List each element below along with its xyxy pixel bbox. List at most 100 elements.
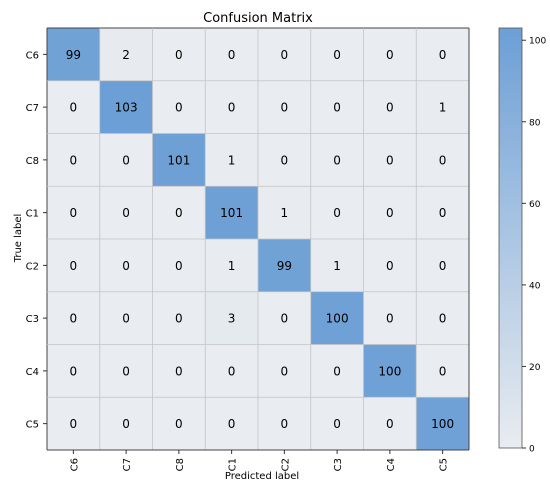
cell-value-label: 0	[333, 48, 341, 62]
cell-value-label: 0	[228, 101, 236, 115]
heatmap-cell	[152, 291, 206, 345]
heatmap-cell	[258, 291, 311, 345]
column-tick-label: C3	[333, 458, 344, 471]
cell-value-label: 0	[175, 259, 183, 273]
heatmap-cell	[47, 344, 100, 398]
cell-value-label: 0	[175, 417, 183, 431]
heatmap-cell	[363, 28, 417, 81]
heatmap-cell	[205, 80, 258, 134]
cell-value-label: 100	[431, 417, 454, 431]
heatmap-cells: 99 2 0 0 0 0 0 00 103 0 0 0 0 0 10 0 101 1 0 0 0 00 0 0 101 1 0 0 00…	[47, 28, 469, 450]
cell-value-label: 0	[175, 206, 183, 220]
heatmap-cell	[205, 239, 258, 292]
cell-value-label: 0	[386, 153, 394, 167]
heatmap-cell	[310, 344, 364, 398]
cell-value-label: 0	[175, 101, 183, 115]
column-tick-label: C4	[386, 458, 397, 471]
column-tick-labels: C6 C7 C8 C1 C2 C3 C4 C5	[69, 450, 450, 471]
cell-value-label: 99	[66, 48, 81, 62]
heatmap-cell	[205, 28, 258, 81]
heatmap-cell	[152, 80, 206, 134]
cell-value-label: 0	[70, 364, 78, 378]
cell-value-label: 0	[228, 417, 236, 431]
heatmap-cell	[152, 133, 206, 187]
column-tick-label: C5	[439, 458, 450, 471]
heatmap-cell	[310, 291, 364, 345]
heatmap-cell	[47, 80, 100, 134]
heatmap-cell	[258, 186, 311, 239]
heatmap-cell	[152, 397, 206, 450]
colorbar-tick-label: 100	[529, 37, 546, 47]
heatmap-cell	[416, 344, 469, 398]
heatmap-cell	[99, 291, 153, 345]
row-tick-label: C3	[26, 314, 39, 325]
cell-value-label: 0	[70, 417, 78, 431]
heatmap-cell	[310, 239, 364, 292]
column-tick-label: C6	[69, 458, 80, 471]
cell-value-label: 100	[378, 364, 401, 378]
colorbar-tick-labels: 0 20 40 60 80 100	[522, 37, 546, 455]
heatmap-cell	[416, 80, 469, 134]
colorbar-tick-label: 20	[529, 363, 541, 373]
cell-value-label: 0	[333, 364, 341, 378]
cell-value-label: 0	[122, 153, 130, 167]
cell-value-label: 1	[333, 259, 341, 273]
cell-value-label: 0	[122, 417, 130, 431]
heatmap-cell	[258, 239, 311, 292]
cell-value-label: 0	[175, 312, 183, 326]
heatmap-cell	[47, 291, 100, 345]
cell-value-label: 0	[281, 312, 289, 326]
heatmap-cell	[152, 186, 206, 239]
row-tick-labels: C6 C7 C8 C1 C2 C3 C4 C5	[26, 50, 47, 431]
row-tick-label: C6	[26, 50, 39, 61]
cell-value-label: 0	[333, 153, 341, 167]
heatmap-cell	[99, 28, 153, 81]
cell-value-label: 0	[386, 206, 394, 220]
cell-value-label: 0	[122, 206, 130, 220]
cell-value-label: 0	[70, 259, 78, 273]
heatmap-cell	[205, 133, 258, 187]
cell-value-label: 0	[439, 206, 447, 220]
colorbar-tick-label: 40	[529, 281, 541, 291]
heatmap-cell	[205, 344, 258, 398]
cell-value-label: 0	[281, 48, 289, 62]
heatmap-cell	[363, 397, 417, 450]
heatmap-cell	[152, 239, 206, 292]
heatmap-cell	[47, 397, 100, 450]
row-tick-label: C4	[26, 367, 39, 378]
heatmap-cell	[47, 239, 100, 292]
cell-value-label: 101	[220, 206, 243, 220]
colorbar-tick-label: 80	[529, 118, 541, 128]
heatmap-cell	[47, 28, 100, 81]
cell-value-label: 1	[281, 206, 289, 220]
heatmap-cell	[310, 28, 364, 81]
heatmap-cell	[363, 239, 417, 292]
cell-value-label: 0	[386, 417, 394, 431]
cell-value-label: 0	[386, 259, 394, 273]
cell-value-label: 100	[326, 312, 349, 326]
column-tick-label: C2	[280, 458, 291, 471]
cell-value-label: 0	[228, 364, 236, 378]
heatmap-cell	[99, 397, 153, 450]
cell-value-label: 0	[281, 101, 289, 115]
heatmap-cell	[363, 133, 417, 187]
cell-value-label: 2	[122, 48, 130, 62]
column-tick-label: C8	[175, 458, 186, 471]
heatmap-cell	[205, 186, 258, 239]
cell-value-label: 0	[122, 312, 130, 326]
x-axis-label: Predicted label	[225, 471, 299, 482]
heatmap-cell	[99, 186, 153, 239]
cell-value-label: 0	[70, 153, 78, 167]
cell-value-label: 0	[386, 101, 394, 115]
cell-value-label: 0	[333, 101, 341, 115]
row-tick-label: C5	[26, 420, 39, 431]
cell-value-label: 1	[228, 259, 236, 273]
heatmap-cell	[416, 133, 469, 187]
row-tick-label: C8	[26, 156, 39, 167]
heatmap-cell	[363, 80, 417, 134]
heatmap-cell	[310, 186, 364, 239]
heatmap-cell	[416, 186, 469, 239]
heatmap-cell	[47, 186, 100, 239]
heatmap-cell	[258, 397, 311, 450]
